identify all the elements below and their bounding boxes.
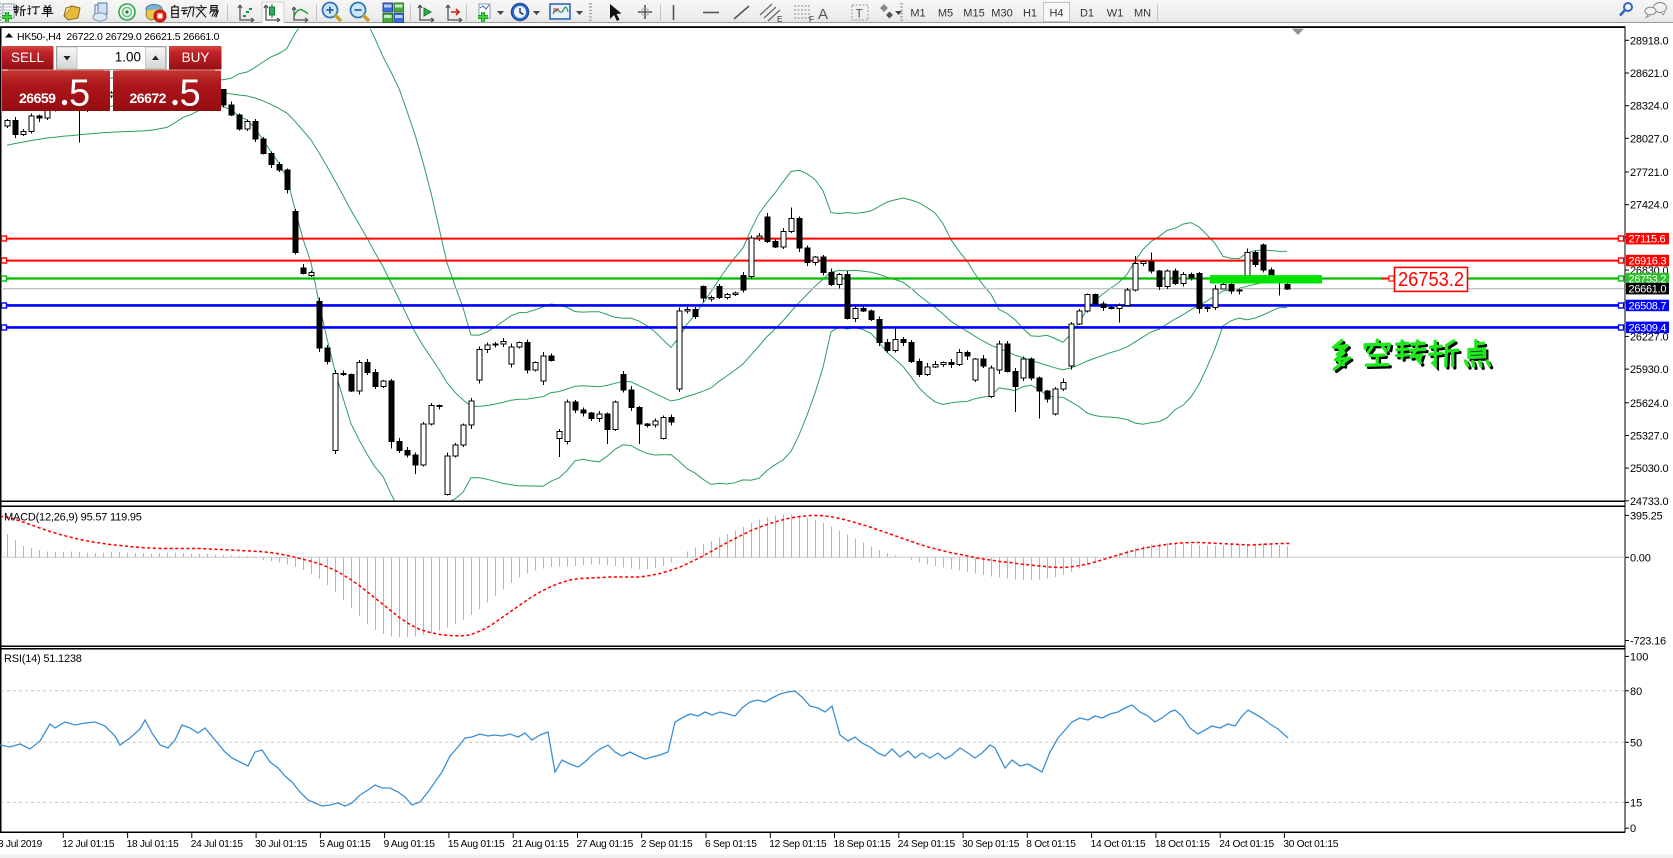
svg-text:H4: H4 [1049, 8, 1063, 20]
svg-text:26227.0: 26227.0 [1630, 331, 1668, 343]
svg-text:6 Sep 01:15: 6 Sep 01:15 [705, 839, 757, 850]
svg-text:30 Jul 01:15: 30 Jul 01:15 [255, 839, 308, 850]
svg-text:8 Oct 01:15: 8 Oct 01:15 [1026, 839, 1076, 850]
svg-text:80: 80 [1630, 686, 1642, 698]
svg-text:E: E [777, 15, 782, 24]
svg-text:26659: 26659 [19, 90, 56, 106]
svg-text:50: 50 [1630, 737, 1642, 749]
svg-text:D1: D1 [1080, 8, 1094, 20]
svg-text:30 Sep 01:15: 30 Sep 01:15 [962, 839, 1020, 850]
svg-text:15 Aug 01:15: 15 Aug 01:15 [448, 839, 505, 850]
svg-text:W1: W1 [1107, 8, 1124, 20]
svg-text:100: 100 [1630, 651, 1648, 663]
svg-text:28324.0: 28324.0 [1630, 101, 1668, 113]
svg-text:26672: 26672 [130, 90, 167, 106]
svg-text:A: A [818, 6, 828, 23]
svg-text:BUY: BUY [182, 50, 210, 65]
svg-text:12 Jul 01:15: 12 Jul 01:15 [62, 839, 115, 850]
svg-text:28621.0: 28621.0 [1630, 68, 1668, 80]
svg-text:25327.0: 25327.0 [1630, 431, 1668, 443]
svg-text:2 Sep 01:15: 2 Sep 01:15 [641, 839, 693, 850]
svg-text:26309.4: 26309.4 [1629, 322, 1667, 334]
svg-text:-723.16: -723.16 [1630, 636, 1666, 648]
svg-text:5 Aug 01:15: 5 Aug 01:15 [319, 839, 371, 850]
svg-text:3 Jul 2019: 3 Jul 2019 [0, 839, 43, 850]
svg-text:M30: M30 [991, 8, 1012, 20]
svg-text:24733.0: 24733.0 [1630, 496, 1668, 508]
svg-text:24 Jul 01:15: 24 Jul 01:15 [191, 839, 244, 850]
svg-text:HK50-,H4 26722.0 26729.0 2662: HK50-,H4 26722.0 26729.0 26621.5 26661.0 [17, 31, 220, 43]
svg-text:0: 0 [1630, 823, 1636, 835]
svg-text:18 Jul 01:15: 18 Jul 01:15 [127, 839, 180, 850]
svg-text:RSI(14) 51.1238: RSI(14) 51.1238 [4, 653, 82, 665]
svg-text:9 Aug 01:15: 9 Aug 01:15 [384, 839, 436, 850]
svg-text:18 Oct 01:15: 18 Oct 01:15 [1155, 839, 1210, 850]
svg-text:5: 5 [180, 73, 201, 115]
svg-text:T: T [856, 7, 864, 21]
svg-text:27721.0: 27721.0 [1630, 167, 1668, 179]
svg-text:F: F [809, 15, 814, 24]
svg-text:25624.0: 25624.0 [1630, 398, 1668, 410]
svg-text:27 Aug 01:15: 27 Aug 01:15 [577, 839, 634, 850]
svg-text:18 Sep 01:15: 18 Sep 01:15 [834, 839, 892, 850]
svg-text:26753.2: 26753.2 [1629, 274, 1667, 286]
svg-text:395.25: 395.25 [1630, 510, 1663, 522]
svg-text:25030.0: 25030.0 [1630, 463, 1668, 475]
svg-text:27424.0: 27424.0 [1630, 200, 1668, 212]
svg-text:MN: MN [1134, 8, 1151, 20]
svg-text:24 Oct 01:15: 24 Oct 01:15 [1219, 839, 1274, 850]
svg-text:28918.0: 28918.0 [1630, 35, 1668, 47]
svg-text:26753.2: 26753.2 [1398, 269, 1464, 291]
svg-text:24 Sep 01:15: 24 Sep 01:15 [898, 839, 956, 850]
svg-text:M5: M5 [938, 8, 953, 20]
svg-text:MACD(12,26,9) 95.57 119.95: MACD(12,26,9) 95.57 119.95 [4, 512, 142, 524]
svg-text:30 Oct 01:15: 30 Oct 01:15 [1283, 839, 1338, 850]
svg-text:28027.0: 28027.0 [1630, 133, 1668, 145]
svg-text:1.00: 1.00 [115, 50, 141, 65]
svg-text:26661.0: 26661.0 [1629, 284, 1667, 296]
svg-text:14 Oct 01:15: 14 Oct 01:15 [1091, 839, 1146, 850]
svg-text:5: 5 [69, 73, 90, 115]
svg-text:H1: H1 [1023, 8, 1037, 20]
svg-text:15: 15 [1630, 797, 1642, 809]
svg-text:M15: M15 [963, 8, 984, 20]
svg-text:M1: M1 [910, 8, 925, 20]
svg-text:12 Sep 01:15: 12 Sep 01:15 [769, 839, 827, 850]
svg-text:21 Aug 01:15: 21 Aug 01:15 [512, 839, 569, 850]
svg-text:SELL: SELL [11, 50, 45, 65]
svg-text:25930.0: 25930.0 [1630, 364, 1668, 376]
svg-text:0.00: 0.00 [1630, 552, 1651, 564]
svg-text:27115.6: 27115.6 [1629, 234, 1666, 246]
svg-text:26508.7: 26508.7 [1629, 300, 1667, 312]
svg-text:26916.3: 26916.3 [1629, 256, 1667, 268]
